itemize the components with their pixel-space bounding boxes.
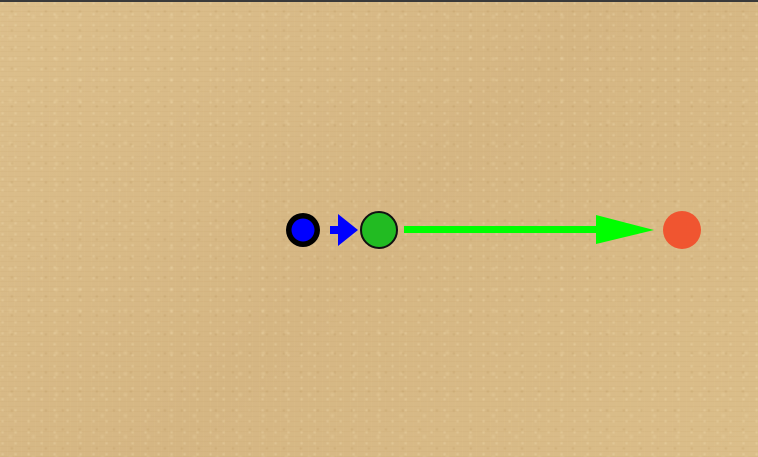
- player-piece-icon[interactable]: [286, 213, 320, 247]
- target-icon[interactable]: [663, 211, 701, 249]
- green-arrow-icon: [404, 215, 654, 244]
- blue-arrow-icon: [330, 214, 358, 246]
- green-ball-icon[interactable]: [360, 211, 398, 249]
- top-border: [0, 0, 758, 2]
